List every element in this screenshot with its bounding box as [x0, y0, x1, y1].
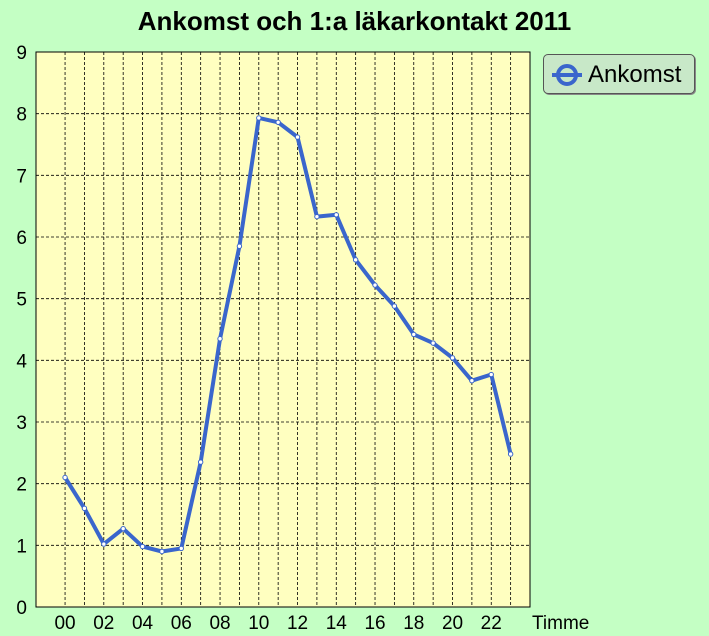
y-tick-label: 9 — [16, 43, 27, 64]
x-tick-label: 06 — [171, 613, 192, 634]
y-tick-label: 7 — [16, 166, 27, 187]
grid-lines — [36, 52, 530, 607]
x-tick-label: 00 — [54, 613, 75, 634]
data-point — [120, 525, 126, 532]
data-point — [449, 355, 456, 361]
data-point — [469, 377, 475, 384]
data-point — [411, 331, 417, 338]
data-point — [507, 451, 514, 457]
data-point — [352, 257, 359, 263]
x-tick-label: 08 — [209, 613, 230, 634]
x-tick-label: 22 — [481, 613, 502, 634]
x-tick-label: 16 — [364, 613, 385, 634]
y-tick-label: 0 — [16, 598, 27, 619]
data-point — [178, 545, 184, 552]
data-point — [488, 371, 494, 378]
plot-border — [35, 51, 531, 608]
x-tick-label: 04 — [132, 613, 154, 634]
y-tick-label: 8 — [16, 105, 27, 126]
y-tick-label: 6 — [16, 228, 27, 249]
data-point — [333, 212, 339, 218]
y-tick-label: 2 — [16, 475, 27, 496]
series-marker-icon — [552, 64, 582, 86]
x-axis-title: Timme — [532, 613, 589, 634]
data-point — [294, 134, 301, 140]
data-point — [372, 282, 378, 288]
series-line — [63, 115, 513, 554]
series-layer — [62, 115, 514, 555]
x-tick-label: 12 — [287, 613, 308, 634]
y-tick-label: 5 — [16, 290, 27, 311]
data-point — [275, 119, 281, 126]
data-point — [81, 505, 88, 512]
data-point — [217, 336, 223, 342]
x-tick-label: 20 — [442, 613, 463, 634]
x-tick-label: 14 — [326, 613, 348, 634]
chart-title: Ankomst och 1:a läkarkontakt 2011 — [137, 6, 572, 36]
x-tick-label: 02 — [93, 613, 114, 634]
y-tick-label: 3 — [16, 413, 27, 434]
data-point — [391, 303, 398, 309]
data-point — [159, 548, 165, 555]
legend: Ankomst — [543, 54, 695, 94]
x-tick-label: 18 — [403, 613, 424, 634]
data-point — [314, 213, 320, 220]
data-point — [430, 340, 436, 346]
data-point — [197, 459, 204, 465]
data-point — [139, 543, 146, 550]
data-point — [236, 243, 243, 249]
y-tick-label: 4 — [16, 351, 27, 372]
plot-area — [36, 52, 530, 607]
x-tick-label: 10 — [248, 613, 269, 634]
axes — [35, 51, 531, 608]
data-point — [101, 541, 107, 547]
data-point — [62, 474, 68, 481]
data-point — [256, 115, 262, 121]
legend-label: Ankomst — [588, 61, 682, 88]
y-tick-label: 1 — [16, 536, 27, 557]
